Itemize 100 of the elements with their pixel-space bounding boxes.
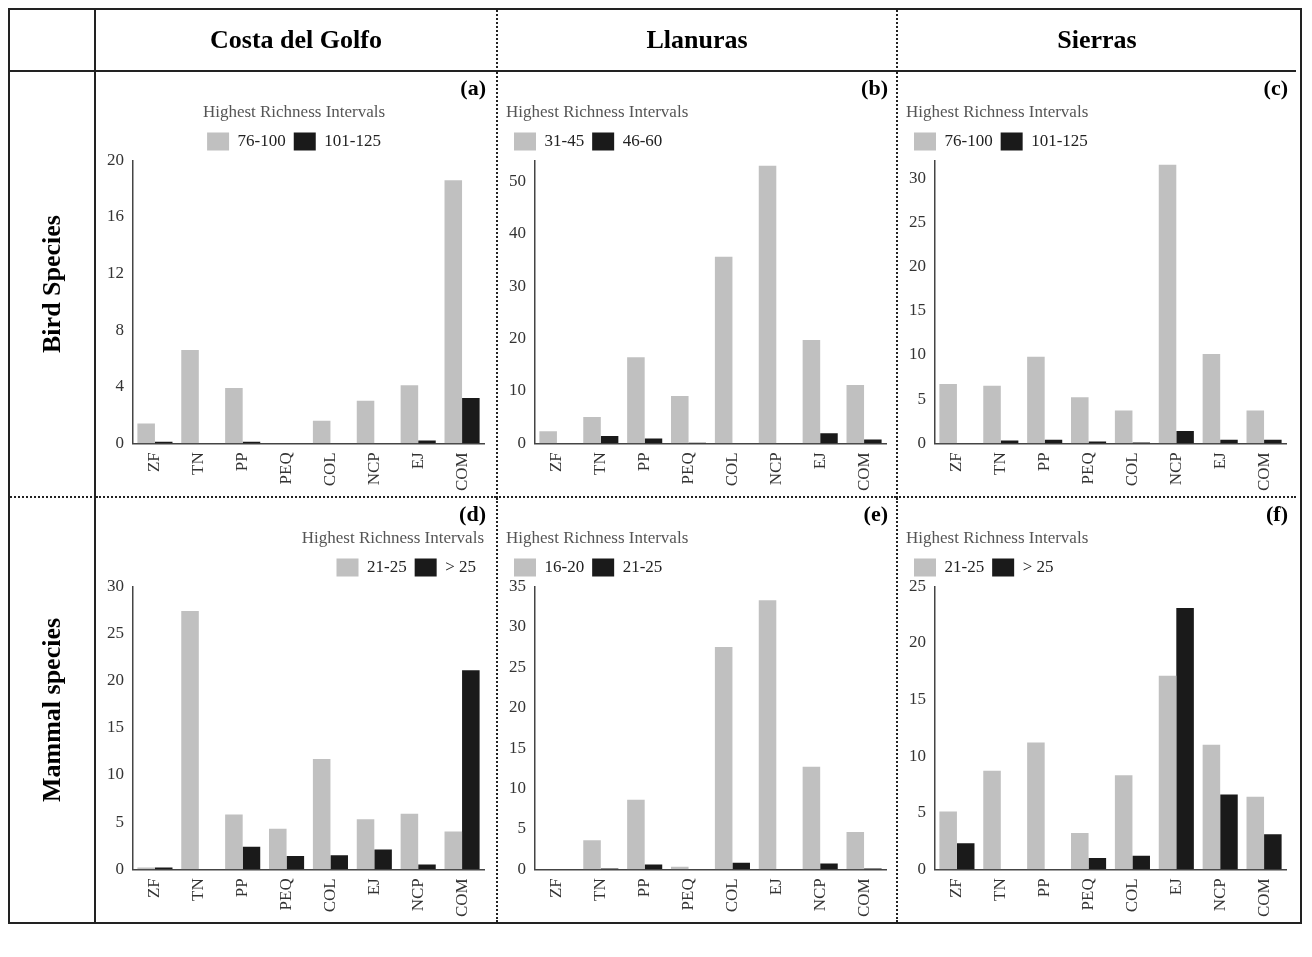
x-tick-label: PP [634,452,654,472]
text: (e) [863,500,888,526]
chart-title: Llanuras [496,10,896,72]
x-tick-label: NCP [765,452,785,486]
y-tick-label: 30 [509,275,526,295]
y-tick-label: 20 [509,327,526,347]
x-tick-label: NCP [407,878,427,912]
x-tick-label: ZF [546,452,566,473]
x-tick-label: EJ [363,877,383,896]
x-tick-label: TN [188,452,208,475]
y-tick-label: 10 [107,764,124,784]
x-tick-label: NCP [1209,878,1229,912]
y-tick-label: 25 [107,623,124,643]
x-tick-label: NCP [1165,452,1185,486]
x-tick-label: COM [451,878,471,917]
y-tick-label: 50 [509,170,526,190]
x-tick-label: NCP [363,452,383,486]
y-tick-label: 5 [917,388,926,408]
x-tick-label: ZF [946,452,966,473]
x-tick-label: COM [451,452,471,491]
legend-title: Highest Richness Intervals [906,527,1089,547]
y-tick-label: 0 [517,432,526,452]
y-tick-label: 10 [509,380,526,400]
text: (a) [460,74,486,100]
y-tick-label: 25 [509,656,526,676]
chart-title: Costa del Golfo [96,10,496,72]
legend-label: 76-100 [237,130,286,150]
x-tick-label: PEQ [1078,878,1098,911]
text: (d) [459,500,486,526]
text: (f) [1266,500,1288,526]
y-axis-title: Bird Species [37,215,67,353]
y-tick-label: 15 [909,689,926,709]
x-tick-label: PP [1034,452,1054,472]
y-tick-label: 30 [107,575,124,595]
x-tick-label: COL [319,878,339,913]
y-tick-label: 10 [509,777,526,797]
legend-title: Highest Richness Intervals [506,101,689,121]
y-tick-label: 4 [115,376,125,396]
x-tick-label: COL [319,452,339,487]
y-tick-label: 5 [517,818,526,838]
x-tick-label: PEQ [678,452,698,485]
y-axis-title: Mammal species [37,617,67,803]
x-tick-label: PEQ [276,452,296,485]
y-tick-label: 35 [509,575,526,595]
y-tick-label: 15 [509,737,526,757]
legend-label: 21-25 [367,556,407,576]
y-tick-label: 20 [909,632,926,652]
x-tick-label: PEQ [276,878,296,911]
x-tick-label: COL [721,452,741,487]
x-tick-label: TN [590,452,610,475]
x-tick-label: ZF [144,878,164,899]
y-tick-label: 20 [107,149,124,169]
y-tick-label: 12 [107,263,124,283]
legend-title: Highest Richness Intervals [506,527,689,547]
y-tick-label: 30 [509,616,526,636]
y-tick-label: 15 [909,300,926,320]
x-tick-label: COL [1121,452,1141,487]
x-tick-label: COL [1121,878,1141,913]
y-tick-label: 30 [909,167,926,187]
y-tick-label: 10 [909,344,926,364]
legend-label: > 25 [1022,556,1054,576]
legend-label: 21-25 [622,556,663,576]
y-tick-label: 0 [517,858,526,878]
legend-label: 101-125 [1031,130,1088,150]
x-tick-label: EJ [809,451,829,470]
legend-label: 21-25 [944,556,985,576]
y-tick-label: 40 [509,223,526,243]
x-tick-label: EJ [1209,451,1229,470]
y-tick-label: 20 [509,697,526,717]
legend-label: 46-60 [622,130,663,150]
x-tick-label: ZF [546,878,566,899]
x-tick-label: COM [1253,878,1273,917]
y-tick-label: 25 [909,211,926,231]
y-tick-label: 5 [917,802,926,822]
x-tick-label: COM [853,452,873,491]
legend-title: Highest Richness Intervals [202,101,386,121]
x-tick-label: TN [590,878,610,901]
x-tick-label: PP [634,878,654,898]
y-tick-label: 20 [909,255,926,275]
x-tick-label: PP [232,452,252,472]
x-tick-label: COM [853,878,873,917]
y-tick-label: 25 [909,575,926,595]
x-tick-label: TN [990,452,1010,475]
x-tick-label: EJ [1165,877,1185,896]
x-tick-label: COM [1253,452,1273,491]
legend-label: 76-100 [944,130,993,150]
y-tick-label: 16 [107,206,124,226]
x-tick-label: PEQ [1078,452,1098,485]
x-tick-label: PP [1034,878,1054,898]
x-tick-label: EJ [407,451,427,470]
x-tick-label: PP [232,878,252,898]
legend-label: 31-45 [544,130,585,150]
x-tick-label: COL [721,878,741,913]
chart-title: Sierras [896,10,1296,72]
x-tick-label: TN [990,878,1010,901]
x-tick-label: EJ [765,877,785,896]
legend-title: Highest Richness Intervals [301,527,484,547]
y-tick-label: 8 [115,319,124,339]
y-tick-label: 15 [107,717,124,737]
x-tick-label: ZF [144,452,164,473]
